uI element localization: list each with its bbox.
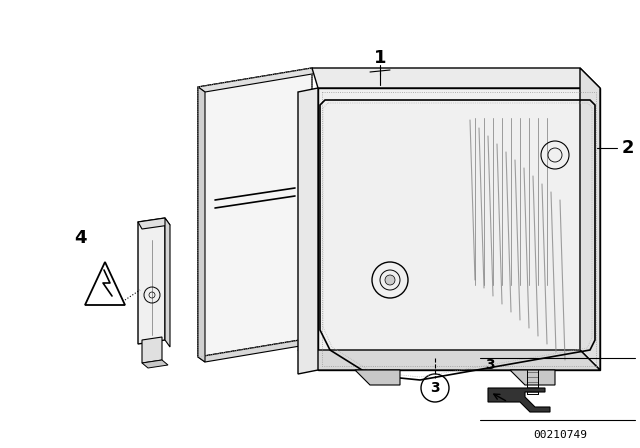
Polygon shape: [298, 350, 600, 370]
Polygon shape: [312, 68, 600, 88]
Polygon shape: [138, 218, 165, 344]
Polygon shape: [198, 68, 318, 92]
Circle shape: [385, 275, 395, 285]
Text: 4: 4: [74, 229, 86, 247]
Polygon shape: [510, 370, 555, 385]
Text: 1: 1: [374, 49, 387, 67]
Text: 3: 3: [485, 358, 495, 372]
Text: 00210749: 00210749: [533, 430, 587, 440]
Polygon shape: [198, 87, 205, 362]
Text: 3: 3: [430, 381, 440, 395]
Polygon shape: [355, 370, 400, 385]
Polygon shape: [580, 68, 600, 370]
Polygon shape: [165, 218, 170, 347]
Polygon shape: [138, 218, 170, 229]
Polygon shape: [142, 337, 162, 363]
Text: 2: 2: [621, 139, 634, 157]
Polygon shape: [198, 338, 318, 362]
Polygon shape: [198, 68, 312, 357]
Polygon shape: [142, 360, 168, 368]
Circle shape: [526, 355, 540, 369]
Polygon shape: [298, 88, 318, 374]
Polygon shape: [488, 388, 550, 412]
Polygon shape: [318, 88, 600, 370]
